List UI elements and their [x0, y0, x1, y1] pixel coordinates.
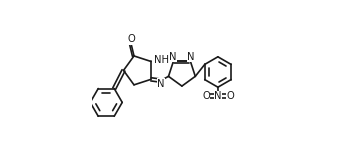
- Text: O: O: [202, 91, 210, 101]
- Text: N: N: [157, 79, 165, 89]
- Text: O: O: [227, 91, 234, 101]
- Text: N: N: [187, 52, 195, 62]
- Text: N: N: [169, 52, 177, 62]
- Text: NH: NH: [154, 55, 169, 65]
- Text: O: O: [127, 34, 135, 44]
- Text: N: N: [214, 91, 222, 101]
